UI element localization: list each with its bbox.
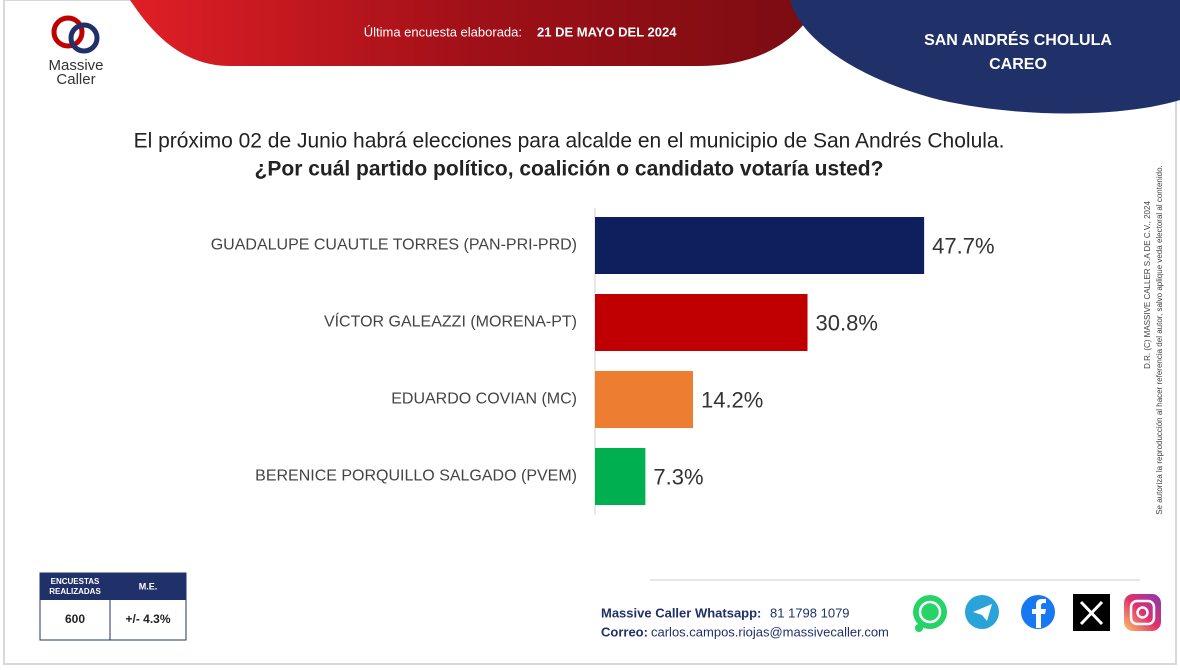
bar bbox=[595, 448, 646, 505]
whatsapp-icon[interactable] bbox=[913, 595, 947, 629]
whatsapp-label: Massive Caller Whatsapp: bbox=[601, 605, 761, 620]
chart-subtitle: ¿Por cuál partido político, coalición o … bbox=[255, 158, 884, 181]
frame bbox=[3, 0, 1177, 665]
survey-date: 21 DE MAYO DEL 2024 bbox=[537, 24, 677, 39]
whatsapp-tail bbox=[915, 624, 923, 632]
email: carlos.campos.riojas@massivecaller.com bbox=[651, 624, 889, 639]
table-header-text: ENCUESTAS REALIZADAS bbox=[49, 577, 101, 596]
table-cell: +/- 4.3% bbox=[125, 612, 170, 626]
chart-title: El próximo 02 de Junio habrá elecciones … bbox=[134, 130, 1005, 153]
x-glyph bbox=[1079, 600, 1104, 626]
place: SAN ANDRÉS CHOLULA bbox=[924, 30, 1112, 49]
stats-table: ENCUESTAS REALIZADAS M.E. 600 +/- 4.3% bbox=[39, 572, 187, 641]
telegram-glyph bbox=[973, 604, 992, 621]
value-label: 47.7% bbox=[932, 233, 994, 258]
whatsapp: 81 1798 1079 bbox=[770, 605, 850, 620]
side-note: D.R. (C) MASSIVE CALLER S.A DE C.V., 202… bbox=[1143, 201, 1152, 369]
category-label: EDUARDO COVIAN (MC) bbox=[391, 391, 577, 408]
value-label: 30.8% bbox=[816, 310, 878, 335]
instagram-glyph bbox=[1136, 606, 1149, 619]
logo-mark bbox=[68, 22, 100, 54]
value-label: 14.2% bbox=[701, 387, 763, 412]
bar bbox=[595, 371, 693, 428]
header-band bbox=[130, 0, 820, 66]
instagram-icon[interactable] bbox=[1124, 594, 1161, 631]
bars: GUADALUPE CUAUTLE TORRES (PAN-PRI-PRD) 47… bbox=[211, 217, 995, 505]
logo-mark bbox=[51, 15, 85, 49]
side-note: Se autoriza la reproducción al hacer ref… bbox=[1155, 165, 1164, 515]
value-label: 7.3% bbox=[653, 464, 703, 489]
facebook-glyph bbox=[1032, 599, 1046, 628]
bar bbox=[595, 294, 808, 351]
header-shape bbox=[790, 0, 1180, 114]
logo-text: Massive bbox=[48, 57, 103, 74]
category-label: VÍCTOR GALEAZZI (MORENA-PT) bbox=[324, 312, 577, 331]
table-cell: 600 bbox=[65, 612, 85, 626]
logo-text: Caller bbox=[56, 71, 95, 88]
logo bbox=[51, 15, 100, 54]
whatsapp-glyph bbox=[918, 600, 942, 624]
instagram-glyph bbox=[1129, 599, 1156, 626]
table-header-cell: ENCUESTAS REALIZADAS bbox=[49, 577, 101, 596]
bar bbox=[595, 217, 925, 274]
survey-label: Última encuesta elaborada: bbox=[364, 24, 522, 39]
kind: CAREO bbox=[989, 56, 1047, 73]
category-label: GUADALUPE CUAUTLE TORRES (PAN-PRI-PRD) bbox=[211, 237, 577, 254]
email-label: Correo: bbox=[601, 624, 648, 639]
category-label: BERENICE PORQUILLO SALGADO (PVEM) bbox=[255, 468, 577, 485]
social-icons bbox=[913, 594, 1161, 632]
table-header-text: M.E. bbox=[139, 581, 158, 591]
table-header bbox=[40, 573, 186, 600]
